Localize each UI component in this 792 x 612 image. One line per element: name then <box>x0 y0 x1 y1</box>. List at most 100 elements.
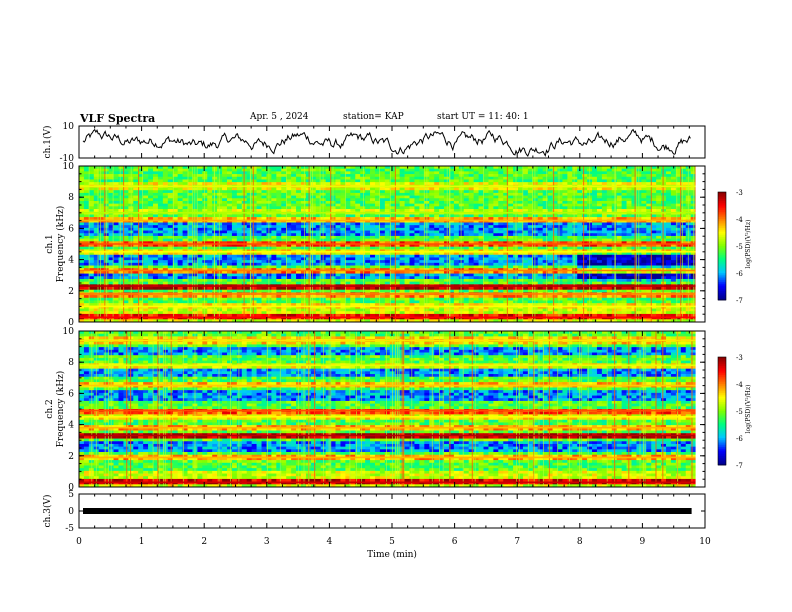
spectrogram-cell <box>197 249 203 253</box>
spectrogram-cell <box>626 235 632 239</box>
spectrogram-cell <box>656 225 662 229</box>
spectrogram-cell <box>222 195 228 199</box>
spectrogram-cell <box>113 209 119 213</box>
spectrogram-cell <box>152 262 159 266</box>
spectrogram-cell <box>537 249 544 253</box>
spectrogram-cell <box>350 227 356 231</box>
spectrogram-cell <box>601 176 608 180</box>
spectrogram-cell <box>448 168 455 172</box>
spectrogram-cell <box>79 192 85 196</box>
spectrogram-cell <box>335 235 341 239</box>
spectrogram-cell <box>291 241 297 245</box>
spectrogram-cell <box>88 203 95 207</box>
spectrogram-cell <box>616 265 622 269</box>
spectrogram-cell <box>399 203 405 207</box>
spectrogram-cell <box>527 233 534 237</box>
spectrogram-cell <box>404 225 410 229</box>
spectrogram-cell <box>231 179 238 183</box>
spectrogram-cell <box>345 270 351 274</box>
spectrogram-cell <box>522 171 529 175</box>
spectrogram-cell <box>582 203 588 207</box>
spectrogram-cell <box>532 214 539 218</box>
spectrogram-cell <box>592 192 598 196</box>
spectrogram-cell <box>202 214 208 218</box>
spectrogram-cell <box>340 168 346 172</box>
spectrogram-cell <box>429 252 435 256</box>
spectrogram-cell <box>518 260 524 264</box>
spectrogram-cell <box>345 227 351 231</box>
spectrogram-cell <box>108 249 114 253</box>
spectrogram-cell <box>468 190 474 194</box>
spectrogram-cell <box>473 176 479 180</box>
spectrogram-cell <box>651 187 657 191</box>
spectrogram-cell <box>537 166 544 170</box>
spectrogram-cell <box>335 252 341 256</box>
spectrogram-cell <box>592 200 598 205</box>
spectrogram-cell <box>582 244 588 248</box>
spectrogram-cell <box>187 233 193 237</box>
spectrogram-cell <box>379 195 386 199</box>
spectrogram-cell <box>399 252 405 256</box>
spectrogram-cell <box>325 198 331 202</box>
spectrogram-cell <box>670 227 677 231</box>
spectrogram-cell <box>256 179 262 183</box>
spectrogram-cell <box>93 168 100 172</box>
spectrogram-cell <box>340 230 346 234</box>
spectrogram-cell <box>577 174 583 178</box>
spectrogram-cell <box>93 182 100 186</box>
spectrogram-cell <box>374 252 381 256</box>
spectrogram-cell <box>646 241 652 245</box>
spectrogram-cell <box>83 206 90 210</box>
spectrogram-cell <box>522 254 529 258</box>
spectrogram-cell <box>394 233 400 237</box>
spectrogram-cell <box>631 260 637 264</box>
spectrogram-cell <box>562 166 568 170</box>
spectrogram-cell <box>182 217 188 221</box>
spectrogram-cell <box>315 203 322 207</box>
spectrogram-cell <box>601 198 608 202</box>
spectrogram-cell <box>596 187 603 191</box>
spectrogram-cell <box>83 260 90 264</box>
spectrogram-cell <box>197 246 203 250</box>
spectrogram-cell <box>350 198 356 202</box>
spectrogram-cell <box>651 179 657 183</box>
spectrogram-cell <box>108 262 114 266</box>
spectrogram-cell <box>439 244 445 248</box>
spectrogram-cell <box>651 260 657 264</box>
spectrogram-cell <box>611 190 618 194</box>
spectrogram-cell <box>503 168 509 172</box>
spectrogram-cell <box>483 168 489 172</box>
spectrogram-cell <box>493 214 499 218</box>
spectrogram-cell <box>537 241 544 245</box>
spectrogram-cell <box>286 225 292 229</box>
spectrogram-cell <box>493 206 499 210</box>
spectrogram-cell <box>542 249 548 253</box>
spectrogram-cell <box>473 244 479 248</box>
spectrogram-cell <box>444 192 450 196</box>
spectrogram-cell <box>217 195 223 199</box>
spectrogram-cell <box>434 171 440 175</box>
spectrogram-cell <box>286 200 292 205</box>
spectrogram-cell <box>572 260 578 264</box>
spectrogram-cell <box>133 244 139 248</box>
spectrogram-cell <box>453 179 460 183</box>
spectrogram-cell <box>143 214 149 218</box>
spectrogram-cell <box>542 252 548 256</box>
spectrogram-cell <box>133 254 139 258</box>
spectrogram-cell <box>508 182 514 186</box>
spectrogram-cell <box>498 195 504 199</box>
spectrogram-cell <box>434 217 440 221</box>
spectrogram-cell <box>271 260 277 264</box>
spectrogram-cell <box>305 265 312 269</box>
spectrogram-cell <box>217 179 223 183</box>
spectrogram-cell <box>256 195 262 199</box>
spectrogram-cell <box>527 238 534 242</box>
spectrogram-cell <box>300 171 307 175</box>
spectrogram-cell <box>508 227 514 231</box>
spectrogram-cell <box>508 235 514 239</box>
spectrogram-cell <box>404 262 410 266</box>
spectrogram-cell <box>626 265 632 269</box>
spectrogram-cell <box>537 192 544 196</box>
spectrogram-cell <box>286 203 292 207</box>
spectrogram-cell <box>310 270 317 274</box>
